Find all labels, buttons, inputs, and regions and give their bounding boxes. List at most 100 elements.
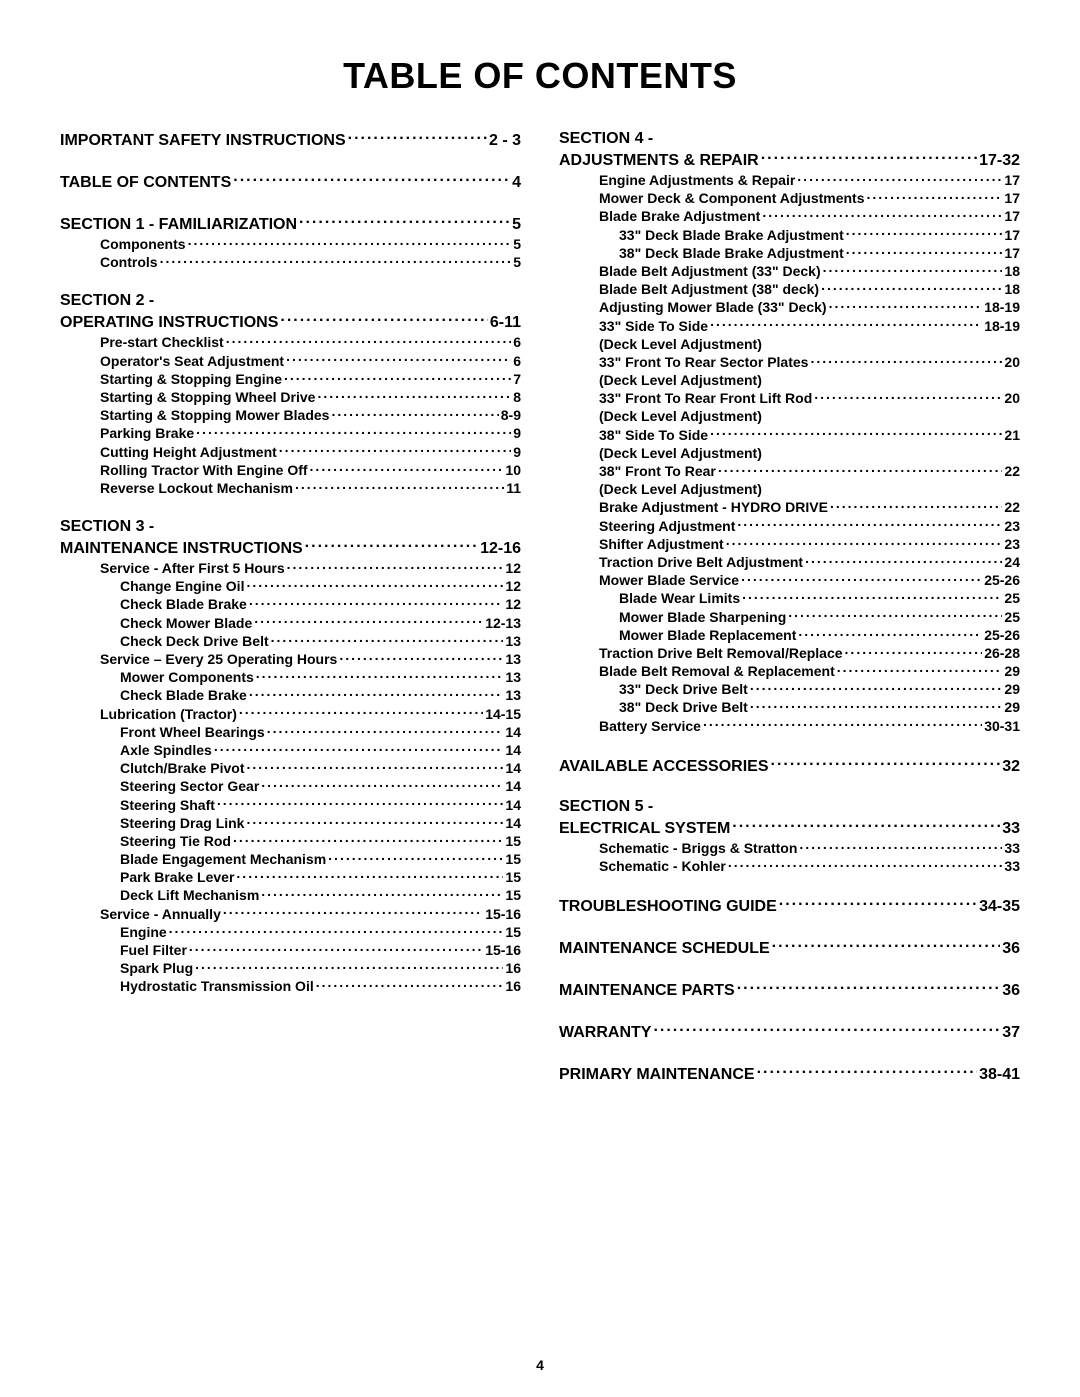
toc-entry: Steering Tie Rod 15 — [60, 832, 521, 850]
toc-leader-dots — [284, 370, 511, 384]
toc-entry-page: 14-15 — [485, 705, 521, 723]
toc-leader-dots — [217, 796, 504, 810]
toc-entry-label: Rolling Tractor With Engine Off — [100, 461, 308, 479]
toc-entry: IMPORTANT SAFETY INSTRUCTIONS 2 - 3 — [60, 129, 521, 151]
toc-entry: Hydrostatic Transmission Oil 16 — [60, 977, 521, 995]
toc-entry: MAINTENANCE INSTRUCTIONS 12-16 — [60, 537, 521, 559]
toc-leader-dots — [805, 553, 1002, 567]
toc-entry-page: 37 — [1002, 1023, 1020, 1043]
toc-entry-page: 5 — [513, 253, 521, 271]
toc-leader-dots — [810, 353, 1002, 367]
toc-leader-dots — [305, 537, 478, 553]
toc-leader-dots — [814, 389, 1002, 403]
toc-leader-dots — [772, 937, 1001, 953]
toc-entry: Spark Plug 16 — [60, 959, 521, 977]
toc-leader-dots — [279, 443, 511, 457]
toc-leader-dots — [280, 311, 487, 327]
toc-entry: ELECTRICAL SYSTEM 33 — [559, 817, 1020, 839]
toc-entry-page: 21 — [1004, 426, 1020, 444]
toc-entry: Mower Deck & Component Adjustments 17 — [559, 189, 1020, 207]
toc-entry-label: Change Engine Oil — [120, 577, 244, 595]
toc-leader-dots — [788, 608, 1002, 622]
toc-entry-label: MAINTENANCE SCHEDULE — [559, 939, 770, 959]
toc-entry: PRIMARY MAINTENANCE 38-41 — [559, 1063, 1020, 1085]
toc-entry-label: Starting & Stopping Engine — [100, 370, 282, 388]
toc-entry: Front Wheel Bearings 14 — [60, 723, 521, 741]
toc-entry-page: 17 — [1004, 171, 1020, 189]
toc-entry-page: 17 — [1004, 207, 1020, 225]
toc-entry-label: ELECTRICAL SYSTEM — [559, 819, 730, 839]
toc-entry: 33" Front To Rear Front Lift Rod 20 — [559, 389, 1020, 407]
toc-entry: TABLE OF CONTENTS 4 — [60, 171, 521, 193]
toc-entry-label: Blade Brake Adjustment — [599, 207, 760, 225]
toc-entry-label: Check Blade Brake — [120, 595, 247, 613]
toc-entry-label: Schematic - Briggs & Stratton — [599, 839, 797, 857]
toc-entry-page: 12 — [505, 577, 521, 595]
toc-entry: Deck Lift Mechanism 15 — [60, 886, 521, 904]
toc-entry-label: 38" Deck Blade Brake Adjustment — [619, 244, 844, 262]
toc-entry: Check Blade Brake 12 — [60, 595, 521, 613]
toc-entry-label: Steering Adjustment — [599, 517, 735, 535]
toc-entry-page: 5 — [513, 235, 521, 253]
toc-entry-label: Steering Tie Rod — [120, 832, 231, 850]
toc-entry-page: 4 — [512, 173, 521, 193]
toc-leader-dots — [829, 298, 983, 312]
toc-entry-label: Controls — [100, 253, 158, 271]
toc-leader-dots — [261, 777, 503, 791]
toc-note: (Deck Level Adjustment) — [559, 444, 1020, 462]
toc-entry: Blade Belt Removal & Replacement 29 — [559, 662, 1020, 680]
toc-leader-dots — [710, 426, 1002, 440]
toc-entry-label: Adjusting Mower Blade (33" Deck) — [599, 298, 827, 316]
toc-entry-label: Mower Components — [120, 668, 254, 686]
toc-leader-dots — [214, 741, 504, 755]
toc-leader-dots — [742, 589, 1002, 603]
toc-entry-page: 18 — [1004, 262, 1020, 280]
toc-entry-label: Engine — [120, 923, 167, 941]
toc-leader-dots — [710, 317, 982, 331]
toc-entry: 38" Deck Drive Belt 29 — [559, 698, 1020, 716]
toc-entry-page: 29 — [1004, 680, 1020, 698]
toc-entry: Schematic - Briggs & Stratton 33 — [559, 839, 1020, 857]
toc-leader-dots — [797, 171, 1002, 185]
toc-entry-label: 38" Deck Drive Belt — [619, 698, 748, 716]
toc-leader-dots — [762, 207, 1002, 221]
toc-entry-label: Steering Sector Gear — [120, 777, 259, 795]
toc-entry-page: 6 — [513, 352, 521, 370]
toc-entry-page: 13 — [505, 668, 521, 686]
toc-leader-dots — [703, 717, 982, 731]
toc-entry: Clutch/Brake Pivot 14 — [60, 759, 521, 777]
toc-entry-page: 13 — [505, 632, 521, 650]
toc-entry-page: 26-28 — [984, 644, 1020, 662]
toc-leader-dots — [732, 817, 1000, 833]
toc-columns: IMPORTANT SAFETY INSTRUCTIONS 2 - 3 TABLE… — [60, 125, 1020, 1085]
toc-entry: MAINTENANCE SCHEDULE 36 — [559, 937, 1020, 959]
toc-entry-page: 30-31 — [984, 717, 1020, 735]
toc-entry: Engine 15 — [60, 923, 521, 941]
toc-entry: Mower Components 13 — [60, 668, 521, 686]
toc-entry-page: 33 — [1004, 857, 1020, 875]
toc-entry: 33" Front To Rear Sector Plates 20 — [559, 353, 1020, 371]
toc-entry-label: Traction Drive Belt Adjustment — [599, 553, 803, 571]
toc-entry-page: 15 — [505, 850, 521, 868]
toc-entry-page: 25-26 — [984, 626, 1020, 644]
toc-entry-label: Check Blade Brake — [120, 686, 247, 704]
toc-entry-page: 6-11 — [490, 313, 521, 333]
toc-leader-dots — [653, 1021, 1000, 1037]
toc-leader-dots — [821, 280, 1002, 294]
toc-entry-page: 24 — [1004, 553, 1020, 571]
toc-entry: Service - Annually 15-16 — [60, 905, 521, 923]
toc-entry-label: 33" Front To Rear Sector Plates — [599, 353, 808, 371]
toc-leader-dots — [761, 149, 977, 165]
toc-leader-dots — [339, 650, 503, 664]
toc-entry-label: 38" Side To Side — [599, 426, 708, 444]
toc-entry-label: Blade Wear Limits — [619, 589, 740, 607]
toc-entry-label: 33" Deck Blade Brake Adjustment — [619, 226, 844, 244]
toc-leader-dots — [737, 979, 1001, 995]
toc-leader-dots — [195, 959, 503, 973]
toc-entry-label: Cutting Height Adjustment — [100, 443, 277, 461]
toc-entry-label: MAINTENANCE INSTRUCTIONS — [60, 539, 303, 559]
toc-entry: Lubrication (Tractor) 14-15 — [60, 705, 521, 723]
toc-entry-page: 12 — [505, 595, 521, 613]
toc-entry-label: Mower Deck & Component Adjustments — [599, 189, 865, 207]
toc-entry: SECTION 5 - — [559, 797, 1020, 817]
